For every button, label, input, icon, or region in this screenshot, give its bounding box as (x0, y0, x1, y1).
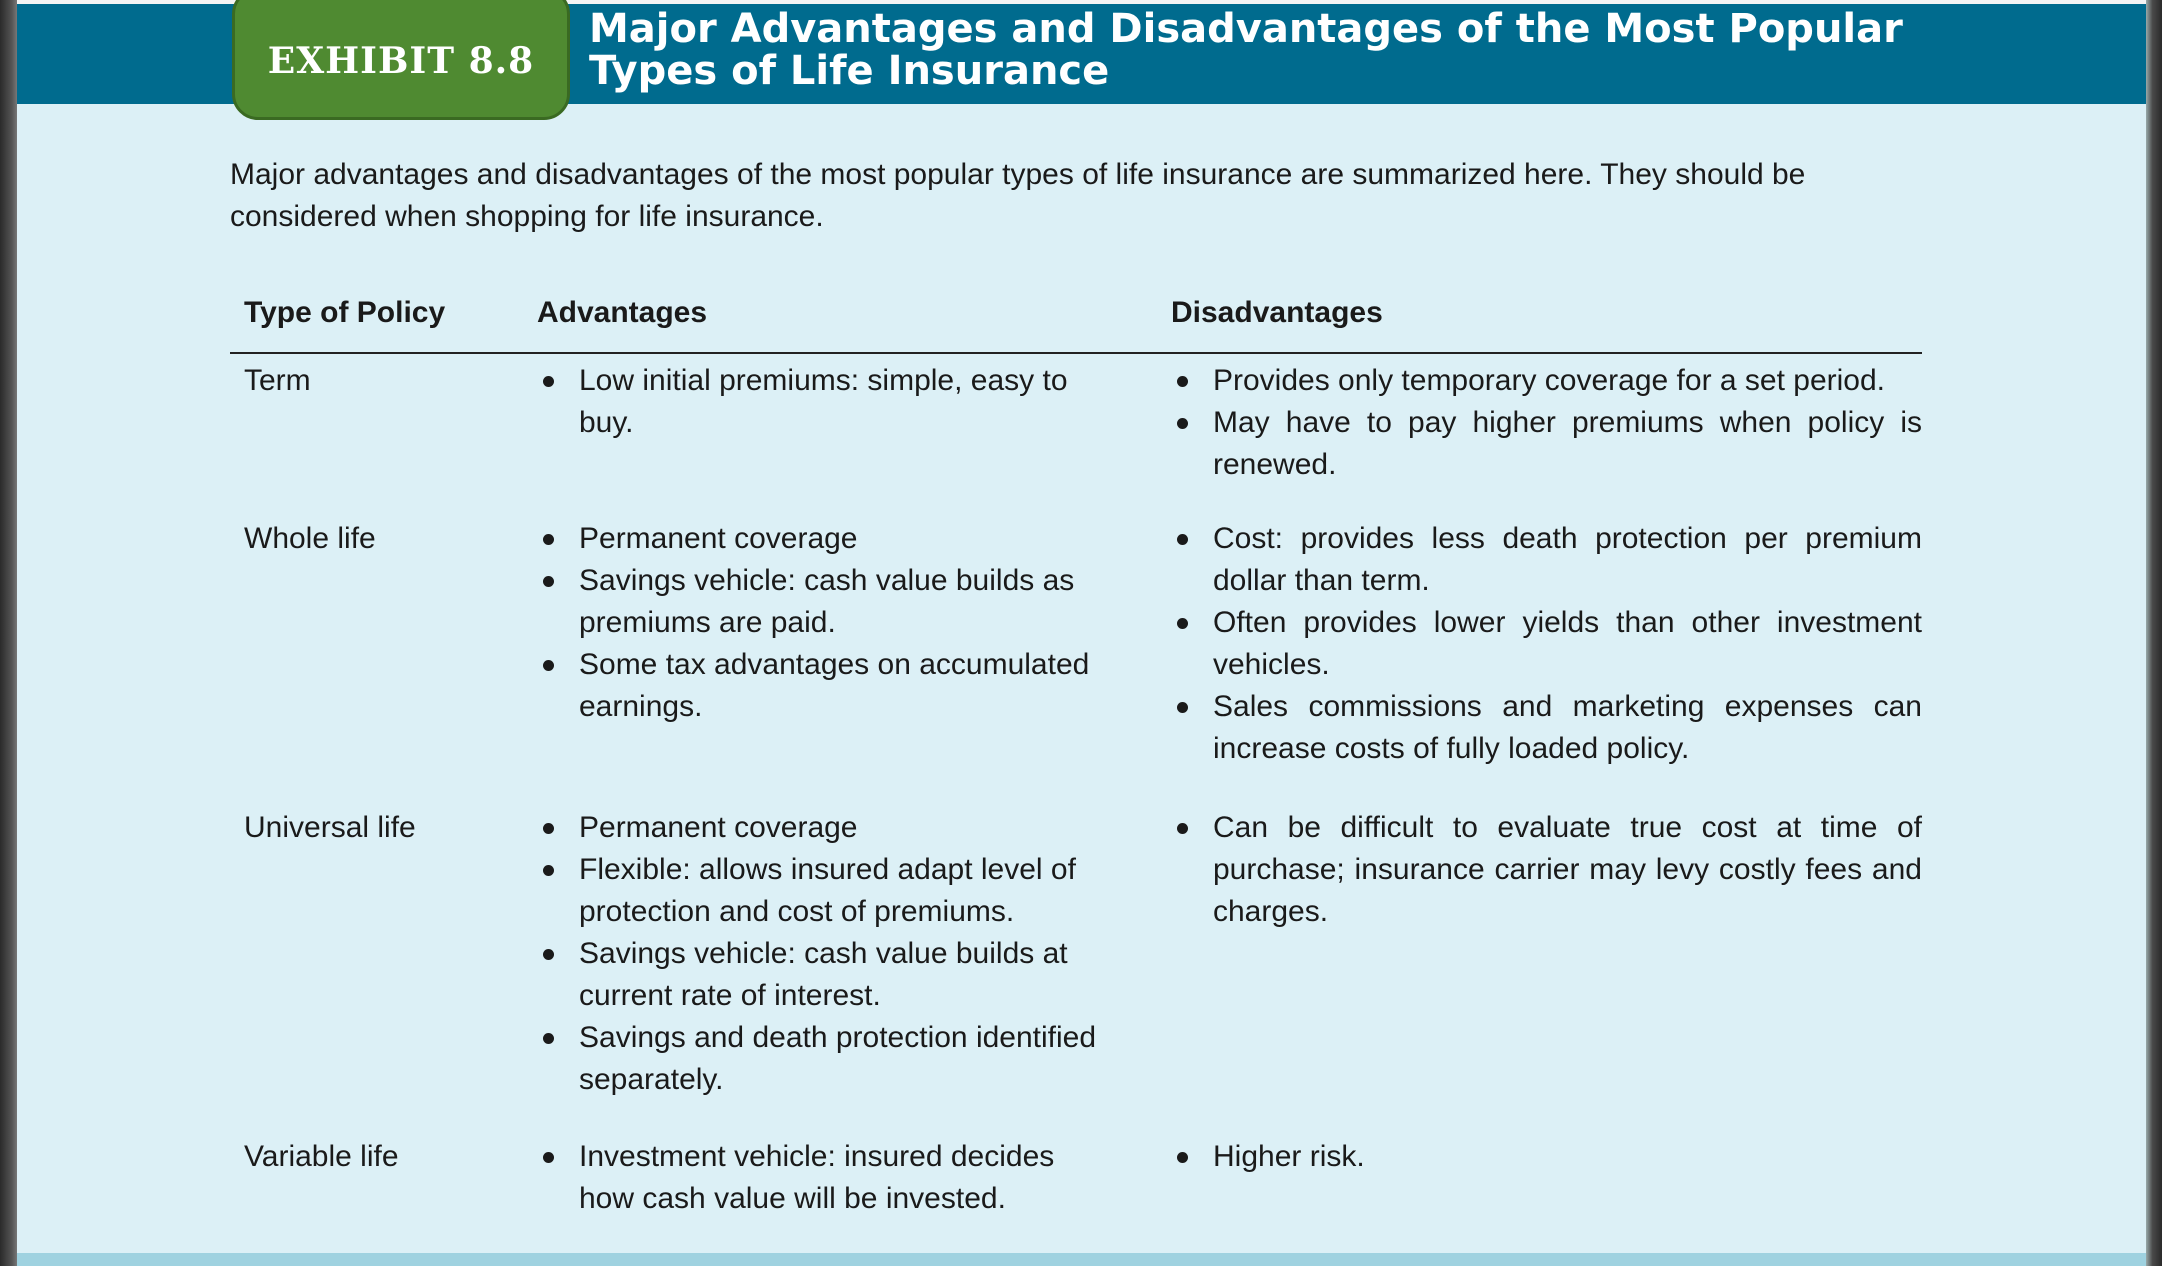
header-disadvantages: Disadvantages (1171, 296, 1383, 329)
advantage-item: Flexible: allows insured adapt level of … (537, 849, 1115, 933)
table-row: Whole life Permanent coverage Savings ve… (230, 518, 1922, 807)
disadvantage-item: May have to pay higher premiums when pol… (1171, 402, 1922, 486)
disadvantage-item: Higher risk. (1171, 1136, 1922, 1178)
right-page-edge (2146, 0, 2162, 1266)
policy-type: Term (244, 364, 311, 397)
top-strip (17, 0, 2146, 4)
disadvantages-cell: Can be difficult to evaluate true cost a… (1157, 807, 1922, 1136)
policy-type: Variable life (244, 1140, 399, 1173)
bottom-strip (17, 1253, 2146, 1266)
disadvantages-cell: Provides only temporary coverage for a s… (1157, 360, 1922, 518)
disadvantage-item: Often provides lower yields than other i… (1171, 602, 1922, 686)
table-header-row: Type of Policy Advantages Disadvantages (230, 296, 1922, 354)
intro-paragraph: Major advantages and disadvantages of th… (230, 158, 1806, 233)
policy-comparison-table: Type of Policy Advantages Disadvantages … (230, 296, 1922, 1226)
disadvantages-cell: Cost: provides less death protection per… (1157, 518, 1922, 807)
advantage-item: Some tax advantages on accumulated earni… (537, 644, 1115, 728)
disadvantage-item: Cost: provides less death protection per… (1171, 518, 1922, 602)
left-page-edge (0, 0, 17, 1266)
advantages-cell: Low initial premiums: simple, easy to bu… (523, 360, 1157, 518)
table-row: Universal life Permanent coverage Flexib… (230, 807, 1922, 1136)
advantages-cell: Permanent coverage Savings vehicle: cash… (523, 518, 1157, 807)
advantage-item: Savings and death protection identified … (537, 1017, 1115, 1101)
advantages-cell: Permanent coverage Flexible: allows insu… (523, 807, 1157, 1136)
table-row: Term Low initial premiums: simple, easy … (230, 360, 1922, 518)
exhibit-label: EXHIBIT 8.8 (267, 40, 535, 82)
exhibit-title: Major Advantages and Disadvantages of th… (589, 6, 1903, 94)
advantage-item: Savings vehicle: cash value builds at cu… (537, 933, 1115, 1017)
advantage-item: Permanent coverage (537, 807, 1115, 849)
advantage-item: Investment vehicle: insured decides how … (537, 1136, 1115, 1220)
advantage-item: Savings vehicle: cash value builds as pr… (537, 560, 1115, 644)
table-row: Variable life Investment vehicle: insure… (230, 1136, 1922, 1226)
header-type-of-policy: Type of Policy (244, 296, 446, 329)
advantages-cell: Investment vehicle: insured decides how … (523, 1136, 1157, 1226)
disadvantages-cell: Higher risk. (1157, 1136, 1922, 1226)
disadvantage-item: Provides only temporary coverage for a s… (1171, 360, 1922, 402)
advantage-item: Permanent coverage (537, 518, 1115, 560)
advantage-item: Low initial premiums: simple, easy to bu… (537, 360, 1115, 444)
header-advantages: Advantages (537, 296, 708, 329)
exhibit-tab: EXHIBIT 8.8 (232, 0, 570, 120)
disadvantage-item: Sales commissions and marketing expenses… (1171, 686, 1922, 770)
exhibit-page: EXHIBIT 8.8 Major Advantages and Disadva… (17, 0, 2146, 1266)
disadvantage-item: Can be difficult to evaluate true cost a… (1171, 807, 1922, 933)
policy-type: Whole life (244, 522, 376, 555)
policy-type: Universal life (244, 811, 416, 844)
